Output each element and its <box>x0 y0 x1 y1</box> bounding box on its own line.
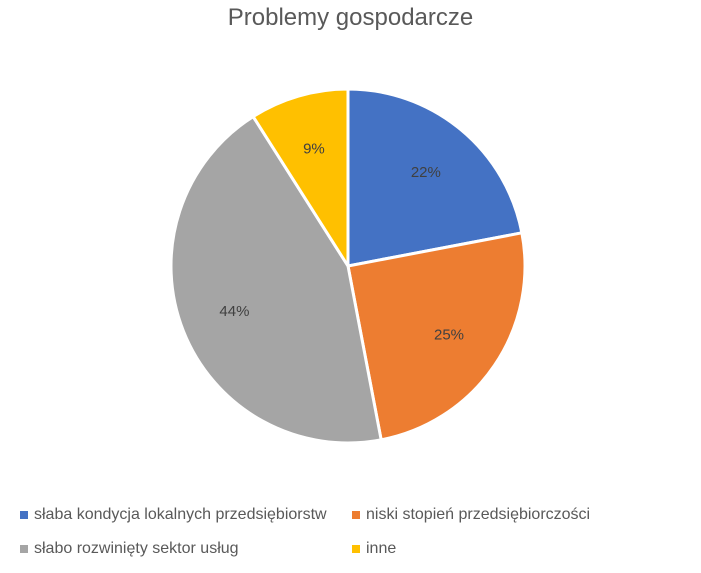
legend-item-slaba-kondycja: słaba kondycja lokalnych przedsiębiorstw <box>20 506 327 524</box>
pie-data-label: 9% <box>303 141 325 158</box>
legend-label: inne <box>366 540 397 557</box>
pie-slice <box>169 114 383 445</box>
legend-label: słabo rozwinięty sektor usług <box>34 540 239 557</box>
pie-slices <box>169 87 527 445</box>
pie-slice <box>251 87 350 272</box>
pie-slice <box>346 231 527 442</box>
legend-item-niski-stopien: niski stopień przedsiębiorczości <box>352 506 590 524</box>
legend-swatch <box>352 511 360 519</box>
legend-swatch <box>20 545 28 553</box>
legend-label: słaba kondycja lokalnych przedsiębiorstw <box>34 506 327 523</box>
legend-swatch <box>20 511 28 519</box>
legend-item-inne: inne <box>352 540 396 558</box>
pie-slice <box>346 87 524 268</box>
legend-item-slabo-rozwiniety: słabo rozwinięty sektor usług <box>20 540 239 558</box>
legend-swatch <box>352 545 360 553</box>
chart-title: Problemy gospodarcze <box>227 4 474 31</box>
legend-label: niski stopień przedsiębiorczości <box>366 506 591 523</box>
pie-data-label: 22% <box>411 164 441 181</box>
pie-data-label: 25% <box>434 327 464 344</box>
pie-data-labels: 22% 25% 44% 9% <box>219 141 464 344</box>
pie-chart: 22% 25% 44% 9% <box>169 87 527 445</box>
pie-data-label: 44% <box>219 303 249 320</box>
